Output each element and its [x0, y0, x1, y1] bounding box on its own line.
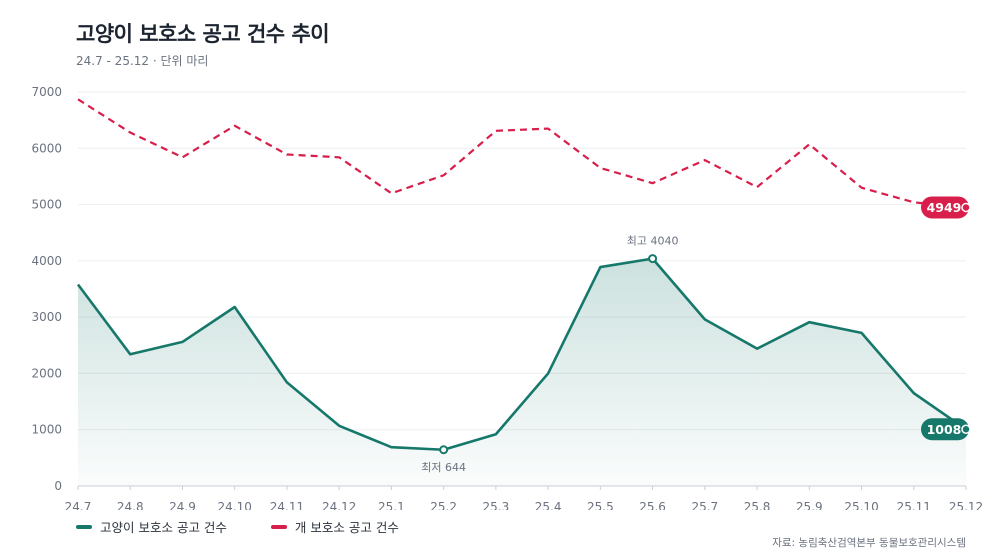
end-value-marker [961, 424, 971, 435]
y-tick-label: 4000 [31, 254, 62, 268]
chart-subtitle: 24.7 - 25.12 · 단위 마리 [76, 54, 209, 68]
end-value-pill [921, 418, 969, 441]
end-value-label: 4949 [927, 200, 962, 215]
x-tick-label: 25.10 [844, 500, 878, 510]
x-tick-label: 24.12 [322, 500, 356, 510]
annotation-marker [439, 445, 449, 455]
x-tick-label: 24.10 [218, 500, 252, 510]
x-tick-label: 24.7 [65, 500, 92, 510]
end-value-pill [921, 196, 969, 219]
legend: 고양이 보호소 공고 건수 개 보호소 공고 건수 [76, 517, 399, 536]
x-tick-label: 25.11 [897, 500, 931, 510]
legend-item-cat[interactable]: 고양이 보호소 공고 건수 [76, 517, 227, 536]
x-tick-label: 24.11 [270, 500, 304, 510]
dog-series-line [77, 98, 967, 209]
y-tick-label: 7000 [31, 85, 62, 99]
x-tick-label: 25.3 [483, 500, 510, 510]
x-tick-label: 25.1 [378, 500, 405, 510]
end-value-label: 1008 [927, 422, 962, 437]
y-tick-label: 0 [54, 479, 62, 493]
x-tick-label: 25.6 [639, 500, 666, 510]
y-tick-label: 3000 [31, 310, 62, 324]
x-tick-label: 25.12 [949, 500, 983, 510]
x-tick-label: 25.5 [587, 500, 614, 510]
chart-title: 고양이 보호소 공고 건수 추이 [76, 22, 330, 46]
x-tick-label: 25.4 [535, 500, 562, 510]
line-chart: 0 1000 2000 3000 4000 5000 6000 7000 24.7 24.8 24.… [31, 85, 983, 510]
legend-item-dog[interactable]: 개 보호소 공고 건수 [270, 517, 399, 536]
x-tick-label: 25.2 [430, 500, 457, 510]
annotation-marker [648, 254, 658, 264]
legend-swatch-cat [76, 524, 92, 529]
legend-label-cat: 고양이 보호소 공고 건수 [100, 520, 227, 535]
cat-series-area [78, 258, 966, 486]
legend-label-dog: 개 보호소 공고 건수 [294, 520, 399, 535]
end-value-marker [961, 202, 971, 213]
x-tick-label: 25.8 [744, 500, 771, 510]
y-tick-label: 2000 [31, 366, 62, 380]
annotation-label: 최고 4040 [627, 235, 679, 248]
x-tick-label: 25.7 [691, 500, 718, 510]
source-note: 자료: 농림축산검역본부 동물보호관리시스템 [772, 537, 966, 549]
x-tick-label: 24.8 [117, 500, 144, 510]
annotation-label: 최저 644 [421, 461, 466, 474]
y-tick-label: 5000 [31, 198, 62, 212]
y-tick-label: 6000 [31, 141, 62, 155]
x-tick-label: 24.9 [169, 500, 196, 510]
x-tick-label: 25.9 [796, 500, 823, 510]
legend-swatch-dog [270, 524, 287, 529]
y-tick-label: 1000 [31, 423, 62, 437]
cat-series-line [76, 257, 967, 452]
